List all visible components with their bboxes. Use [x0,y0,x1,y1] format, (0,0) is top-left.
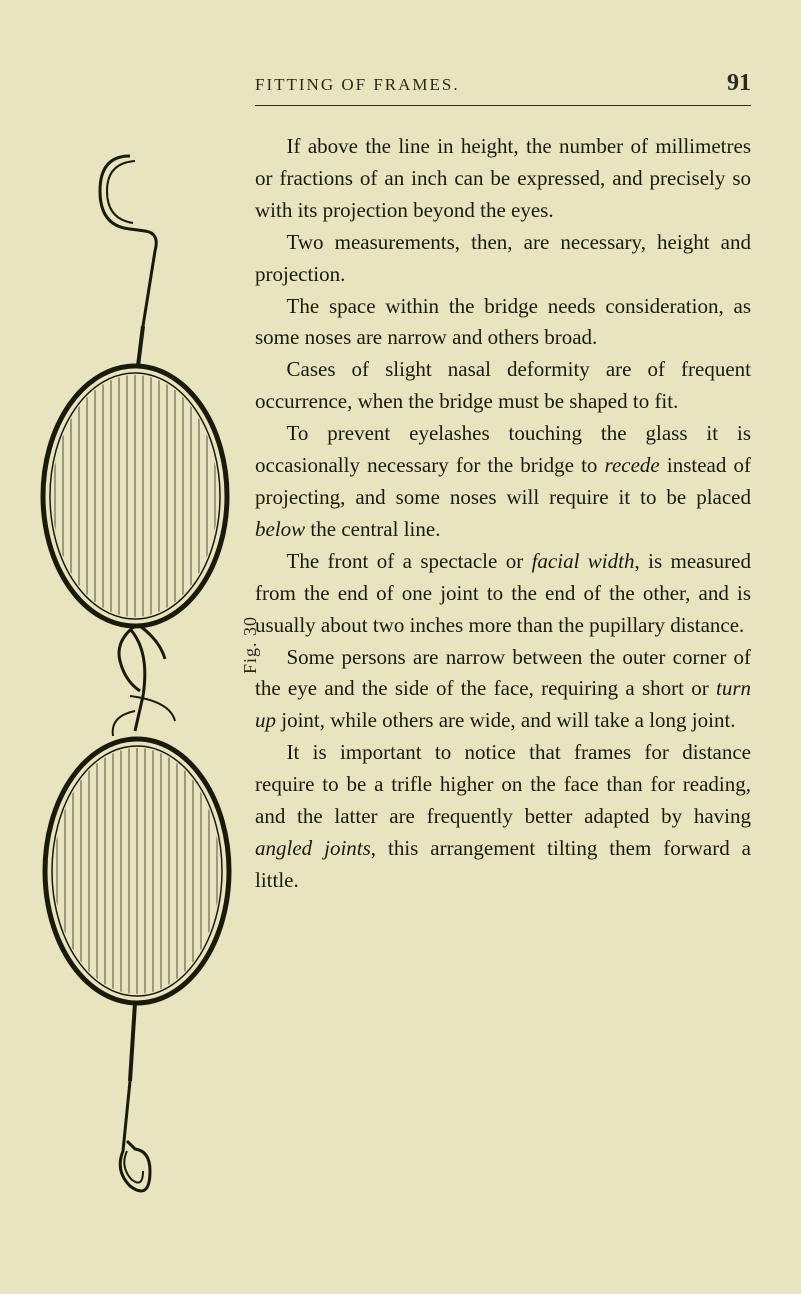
p8-italic-1: angled joints [255,836,371,860]
paragraph-8: It is important to notice that frames fo… [255,737,751,897]
p6-text-a: The front of a spectacle or [287,549,532,573]
p6-italic-1: facial width [532,549,635,573]
p1-text: If above the line in height, the number … [255,134,751,222]
paragraph-1: If above the line in height, the number … [255,131,751,227]
p8-text-a: It is important to notice that frames fo… [255,740,751,828]
p5-italic-2: below [255,517,305,541]
paragraph-2: Two measurements, then, are necessary, h… [255,227,751,291]
p7-text-b: joint, while others are wide, and will t… [276,708,736,732]
p2-text: Two measurements, then, are necessary, h… [255,230,751,286]
page-container: FITTING OF FRAMES. 91 [0,0,801,1294]
p7-text-a: Some persons are narrow between the oute… [255,645,751,701]
page-header: FITTING OF FRAMES. 91 [255,70,751,97]
paragraph-3: The space within the bridge needs consid… [255,291,751,355]
p5-text-c: the central line. [305,517,440,541]
header-rule [255,105,751,106]
p4-text: Cases of slight nasal deformity are of f… [255,357,751,413]
paragraph-4: Cases of slight nasal deformity are of f… [255,354,751,418]
content-area: Fig. 30 If above the line in height, the… [30,131,751,897]
paragraph-5: To prevent eyelashes touching the glass … [255,418,751,546]
paragraph-6: The front of a spectacle or facial width… [255,546,751,642]
paragraph-7: Some persons are narrow between the oute… [255,642,751,738]
body-text: If above the line in height, the number … [230,131,751,897]
spectacles-illustration [35,151,235,1251]
p5-italic-1: recede [605,453,660,477]
header-title: FITTING OF FRAMES. [255,75,460,95]
figure-column: Fig. 30 [30,131,230,897]
p3-text: The space within the bridge needs consid… [255,294,751,350]
page-number: 91 [727,70,751,97]
figure-label: Fig. 30 [240,616,261,674]
